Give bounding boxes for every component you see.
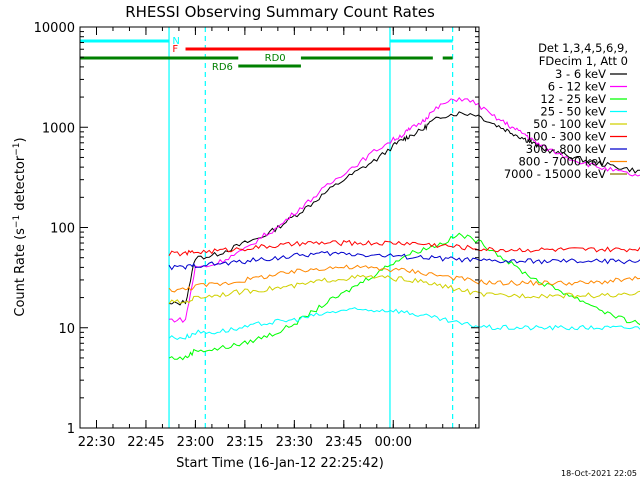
series-layer	[168, 96, 640, 361]
series-line-7	[168, 264, 640, 293]
series-line-2	[168, 232, 640, 361]
y-axis-label-end: )	[13, 137, 28, 142]
x-tick-label-1: 22:45	[127, 435, 164, 450]
series-line-1	[168, 96, 640, 324]
series-line-5	[168, 239, 640, 257]
y-tick-label-4: 10000	[34, 21, 75, 36]
legend-label-6: 300 - 800 keV	[526, 142, 606, 156]
legend-label-3: 25 - 50 keV	[540, 105, 606, 119]
y-tick-label-3: 1000	[42, 121, 75, 136]
bar-label-rd6: RD6	[212, 62, 233, 73]
y-axis-label: Count Rate (s−1 detector−1)	[12, 137, 28, 316]
legend-label-5: 100 - 300 keV	[526, 130, 606, 144]
legend-label-1: 6 - 12 keV	[548, 80, 606, 94]
y-axis-label-main: Count Rate (s	[13, 228, 28, 317]
legend: Det 1,3,4,5,6,9,FDecim 1, Att 03 - 6 keV…	[504, 41, 628, 181]
x-axis-label: Start Time (16-Jan-12 22:25:42)	[176, 456, 384, 471]
footer-timestamp: 18-Oct-2021 22:05	[561, 469, 637, 478]
axes: 1 10 100 1000 10000 22:30 22:45 23:00 23:15 23:30…	[34, 21, 480, 450]
bar-label-f: F	[172, 44, 178, 55]
legend-label-2: 12 - 25 keV	[540, 92, 606, 106]
legend-label-7: 800 - 7000 keV	[518, 155, 606, 169]
x-tick-label-5: 23:45	[325, 435, 362, 450]
legend-header-0: Det 1,3,4,5,6,9,	[538, 41, 628, 55]
y-tick-label-2: 100	[50, 222, 75, 237]
y-axis-label-sup2: −1	[12, 142, 22, 155]
y-tick-label-1: 10	[58, 322, 75, 337]
status-bars: NF RD0 RD6	[80, 36, 453, 73]
x-tick-label-6: 00:00	[375, 435, 412, 450]
series-line-4	[168, 274, 640, 305]
x-tick-label-4: 23:30	[276, 435, 313, 450]
series-line-6	[168, 250, 640, 271]
x-tick-label-0: 22:30	[78, 435, 115, 450]
x-tick-label-2: 23:00	[177, 435, 214, 450]
chart-title: RHESSI Observing Summary Count Rates	[125, 3, 435, 21]
y-axis-label-mid: detector	[13, 155, 28, 215]
y-tick-label-0: 1	[67, 422, 75, 437]
legend-header-1: FDecim 1, Att 0	[539, 54, 628, 68]
y-axis-label-sup1: −1	[12, 215, 22, 228]
plot-area	[168, 27, 454, 428]
series-line-3	[168, 307, 640, 340]
x-tick-label-3: 23:15	[226, 435, 263, 450]
legend-label-0: 3 - 6 keV	[555, 67, 606, 81]
legend-label-8: 7000 - 15000 keV	[504, 167, 606, 181]
legend-label-4: 50 - 100 keV	[533, 117, 606, 131]
bar-label-n: N	[172, 36, 179, 47]
bar-label-rd0: RD0	[265, 53, 286, 64]
